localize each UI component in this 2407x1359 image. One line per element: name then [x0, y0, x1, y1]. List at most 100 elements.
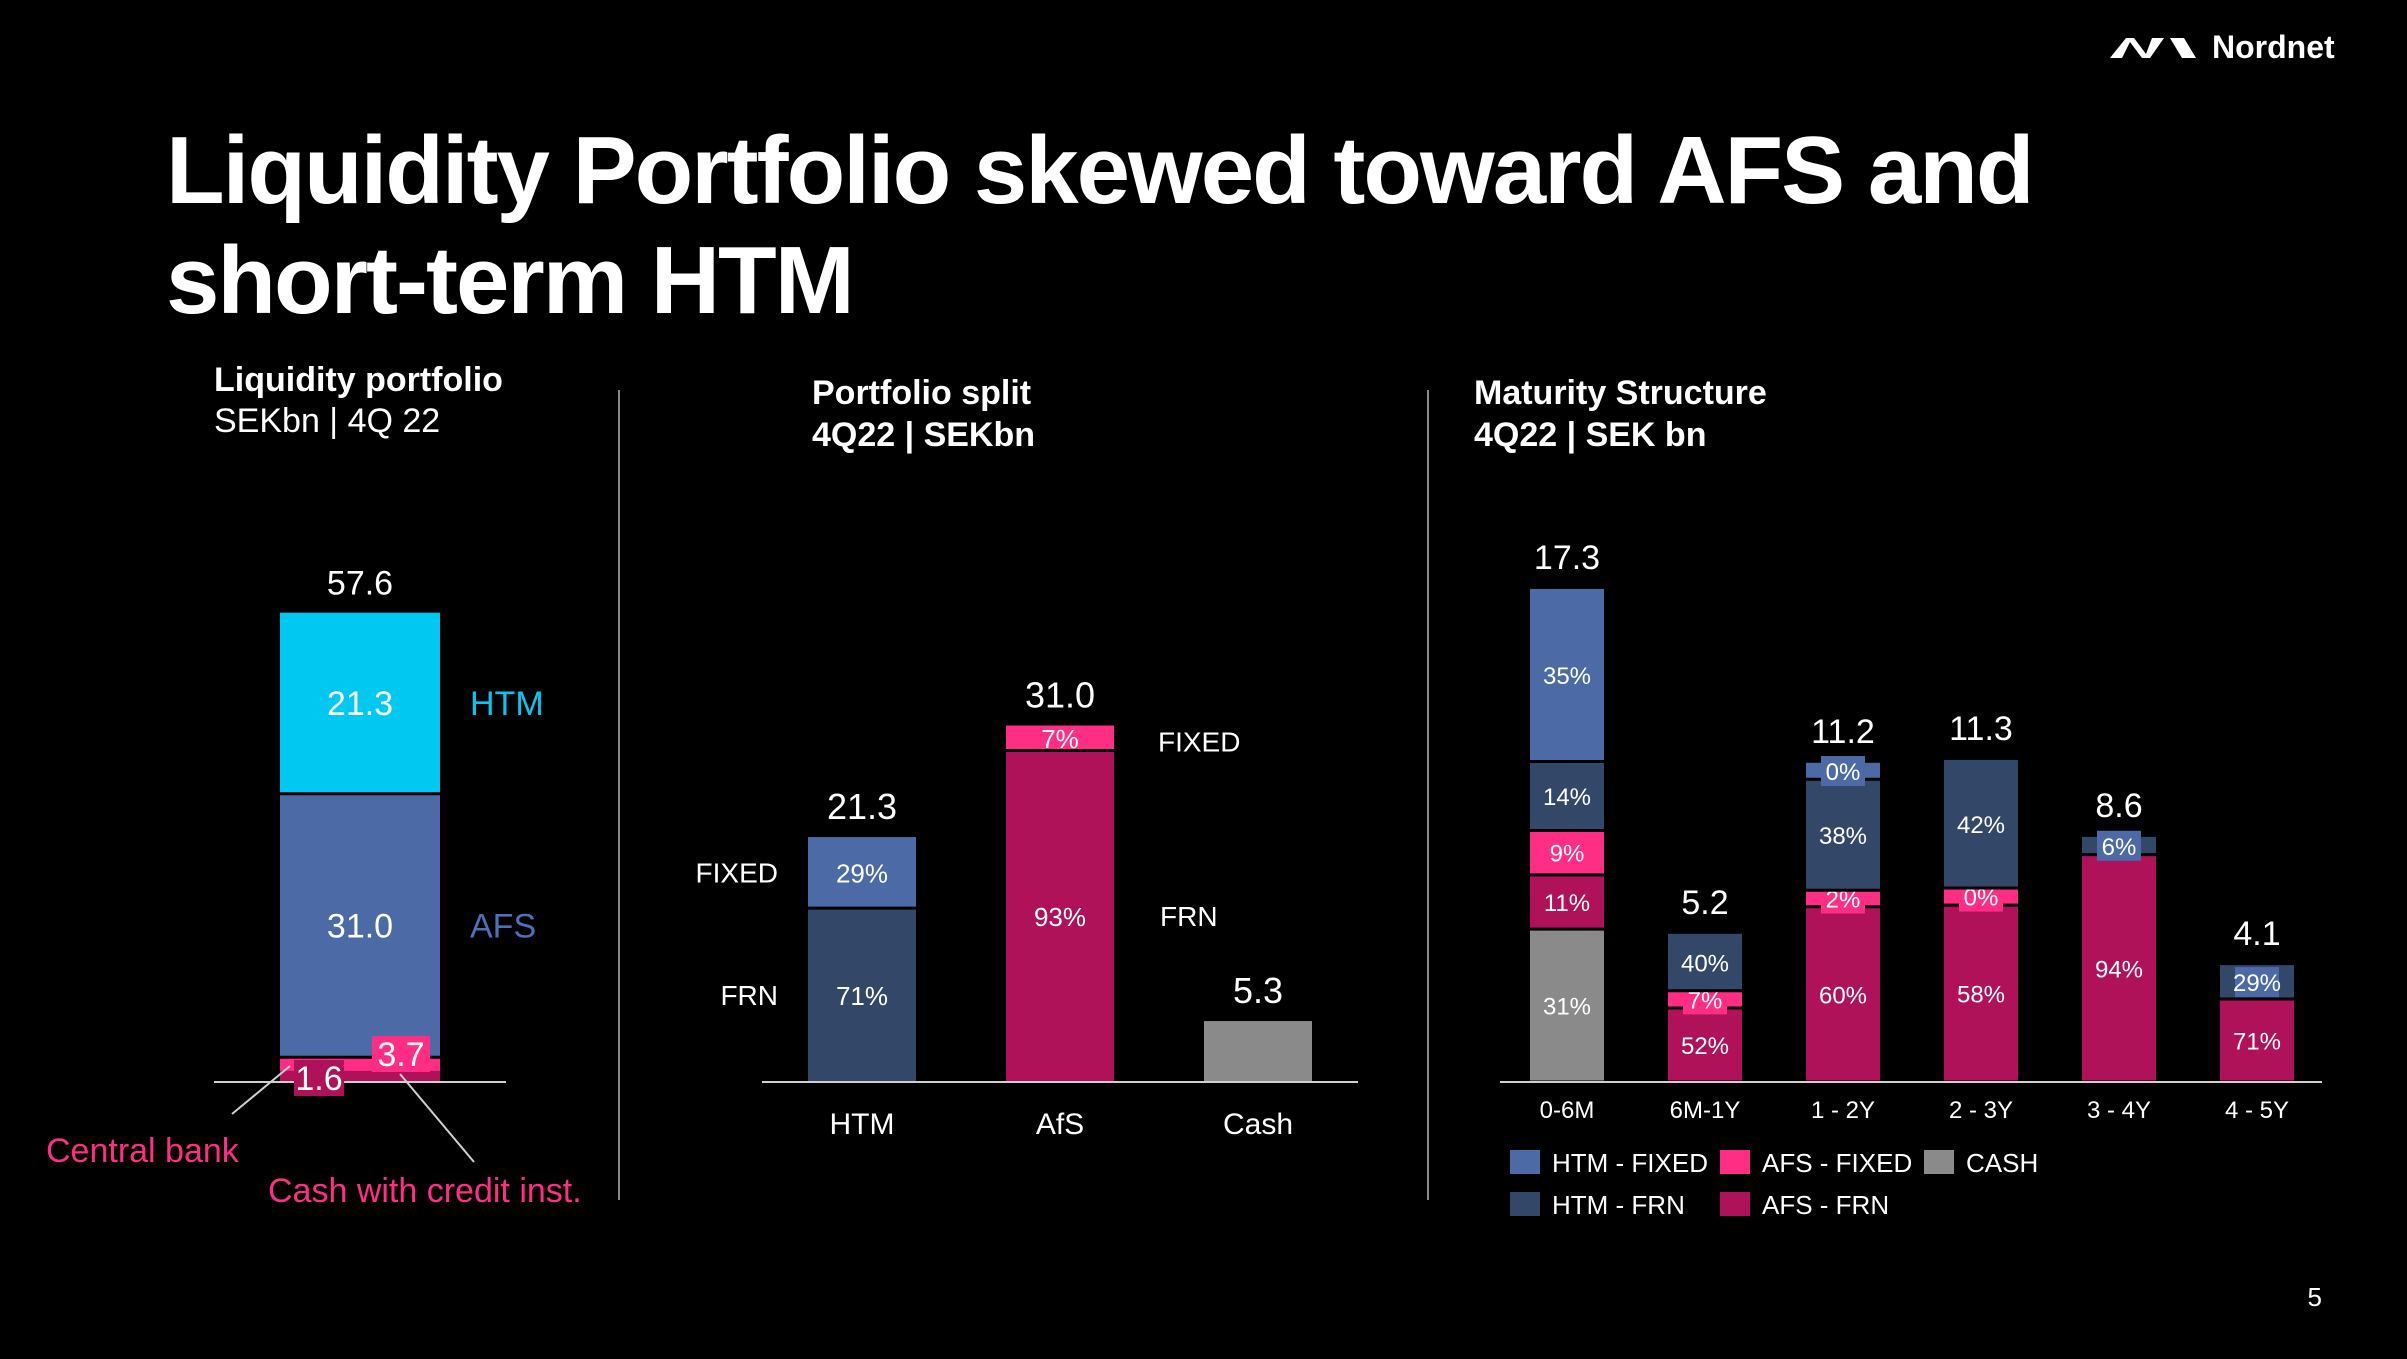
x-tick-label-2-3y: 2 - 3Y — [1949, 1097, 2013, 1124]
bar-segment-2-3y-afs-frn — [1944, 905, 2018, 1082]
data-label-0-6m-htm-frn: 14% — [1543, 784, 1591, 811]
chart1-total-label: 57.6 — [327, 565, 393, 603]
bar-segment-0-6m-afs-fixed — [1530, 830, 1604, 875]
bar-segment-afs-fixed — [1006, 725, 1114, 751]
legend-label-htm-frn: HTM - FRN — [1552, 1190, 1685, 1220]
bar-segment-htm — [280, 612, 440, 794]
chart3-plot: 31%11%9%14%35%17.30-6M52%7%40%5.26M-1Y60… — [1500, 539, 2322, 1124]
legend-label-afs-frn: AFS - FRN — [1762, 1190, 1889, 1220]
data-label-1-2y-htm-frn: 38% — [1819, 823, 1867, 850]
data-label-0-6m-cash: 31% — [1543, 994, 1591, 1021]
data-label-cash-credit: 3.7 — [377, 1036, 424, 1074]
leader-line-central-bank — [231, 1065, 291, 1115]
data-label-3-4y-htm-frn: 6% — [2102, 834, 2137, 861]
nordnet-logo-mark-icon — [2110, 38, 2196, 58]
page-title-line2: short-term HTM — [166, 227, 853, 334]
chart2-plot: 71%29%21.3HTM93%7%31.0AfS5.3CashFIXEDFRN… — [696, 675, 1358, 1141]
label-box-4-5y-htm-frn — [2235, 967, 2279, 998]
page-title-line1: Liquidity Portfolio skewed toward AFS an… — [166, 117, 2033, 224]
bar-segment-1-2y-htm-frn — [1806, 779, 1880, 891]
data-label-0-6m-afs-frn: 11% — [1544, 890, 1590, 917]
total-label-3-4y: 8.6 — [2095, 787, 2142, 825]
series-name-afs: AFS — [470, 907, 536, 945]
data-label-4-5y-afs-frn: 71% — [2233, 1029, 2281, 1056]
bar-segment-0-6m-cash — [1530, 929, 1604, 1082]
side-label-afs-fixed: FIXED — [1158, 727, 1240, 758]
total-label-2-3y: 11.3 — [1949, 710, 2013, 748]
chart2-title: Portfolio split — [812, 374, 1031, 412]
data-label-2-3y-htm-frn: 42% — [1957, 812, 2005, 839]
chart1-subtitle: SEKbn | 4Q 22 — [214, 402, 440, 440]
bar-segment-0-6m-htm-frn — [1530, 761, 1604, 831]
data-label-htm-fixed: 29% — [836, 859, 888, 889]
bar-segment-cash-cash — [1204, 1021, 1312, 1082]
data-label-htm: 21.3 — [327, 685, 393, 723]
nordnet-logo: Nordnet — [2110, 29, 2335, 65]
total-label-1-2y: 11.2 — [1811, 713, 1875, 751]
bar-segment-3-4y-afs-frn — [2082, 854, 2156, 1082]
bar-segment-afs-frn — [1006, 750, 1114, 1082]
data-label-afs: 31.0 — [327, 907, 393, 945]
data-label-2-3y-afs-frn: 58% — [1957, 982, 2005, 1009]
data-label-0-6m-htm-fixed: 35% — [1543, 663, 1591, 690]
data-label-afs-frn: 93% — [1034, 902, 1086, 932]
chart1-plot: 57.6 21.3 31.0 3.7 1.6 HTM AFS Central bank Cash… — [46, 565, 582, 1210]
total-label-cash: 5.3 — [1233, 970, 1283, 1011]
chart3-subtitle: 4Q22 | SEK bn — [1474, 416, 1706, 454]
bar-segment-4-5y-afs-frn — [2220, 999, 2294, 1082]
legend-swatch-afs-frn — [1720, 1192, 1750, 1216]
x-tick-label-cash: Cash — [1223, 1108, 1293, 1141]
total-label-htm: 21.3 — [827, 786, 897, 827]
x-tick-label-htm: HTM — [830, 1108, 895, 1141]
total-label-afs: 31.0 — [1025, 675, 1095, 716]
legend-swatch-cash — [1924, 1150, 1954, 1174]
x-tick-label-1-2y: 1 - 2Y — [1811, 1097, 1875, 1124]
data-label-1-2y-htm-fixed: 0% — [1826, 759, 1861, 786]
annotation-central-bank: Central bank — [46, 1132, 240, 1170]
x-tick-label-3-4y: 3 - 4Y — [2087, 1097, 2151, 1124]
x-tick-label-6m-1y: 6M-1Y — [1670, 1097, 1741, 1124]
bar-segment-0-6m-htm-fixed — [1530, 588, 1604, 762]
side-label-afs-frn: FRN — [1160, 901, 1218, 932]
brand-name: Nordnet — [2212, 29, 2335, 65]
bar-segment-htm-fixed — [808, 837, 916, 909]
side-label-htm-frn: FRN — [720, 980, 778, 1011]
label-box-1-2y-htm-fixed — [1821, 756, 1865, 787]
bar-segment-htm-frn — [808, 908, 916, 1082]
legend-swatch-htm-frn — [1510, 1192, 1540, 1216]
label-box-cash-credit — [372, 1036, 430, 1072]
annotation-cash-credit: Cash with credit inst. — [268, 1172, 582, 1210]
legend-swatch-htm-fixed — [1510, 1150, 1540, 1174]
chart3-legend: HTM - FIXED AFS - FIXED CASH HTM - FRN AFS -… — [1510, 1148, 2038, 1220]
legend-label-afs-fixed: AFS - FIXED — [1762, 1148, 1912, 1178]
bar-segment-6m-1y-afs-frn — [1668, 1008, 1742, 1082]
data-label-1-2y-afs-frn: 60% — [1819, 982, 1867, 1009]
bar-segment-1-2y-afs-frn — [1806, 906, 1880, 1082]
bar-segment-2-3y-htm-frn — [1944, 759, 2018, 889]
chart3-title: Maturity Structure — [1474, 374, 1767, 412]
chart2-subtitle: 4Q22 | SEKbn — [812, 416, 1035, 454]
chart-liquidity-portfolio: Liquidity portfolio SEKbn | 4Q 22 57.6 21… — [46, 361, 582, 1210]
data-label-central-bank: 1.6 — [295, 1060, 342, 1098]
legend-swatch-afs-fixed — [1720, 1150, 1750, 1174]
chart1-title: Liquidity portfolio — [214, 361, 503, 399]
data-label-6m-1y-htm-frn: 40% — [1681, 950, 1729, 977]
label-box-central-bank — [294, 1060, 344, 1096]
bar-segment-0-6m-afs-frn — [1530, 874, 1604, 930]
data-label-4-5y-htm-frn: 29% — [2233, 970, 2281, 997]
chart-portfolio-split: Portfolio split 4Q22 | SEKbn 71% 29% 21.3 H… — [696, 374, 1358, 1141]
total-label-4-5y: 4.1 — [2233, 915, 2280, 953]
legend-label-htm-fixed: HTM - FIXED — [1552, 1148, 1708, 1178]
bar-segment-6m-1y-htm-frn — [1668, 933, 1742, 991]
data-label-0-6m-afs-fixed: 9% — [1550, 841, 1585, 868]
series-name-htm: HTM — [470, 685, 544, 723]
page-number: 5 — [2308, 1282, 2322, 1312]
data-label-6m-1y-afs-frn: 52% — [1681, 1033, 1729, 1060]
leader-line-cash-credit — [399, 1073, 475, 1163]
total-label-6m-1y: 5.2 — [1681, 884, 1728, 922]
data-label-htm-frn: 71% — [836, 981, 888, 1011]
side-label-htm-fixed: FIXED — [696, 858, 778, 889]
legend-label-cash: CASH — [1966, 1148, 2038, 1178]
